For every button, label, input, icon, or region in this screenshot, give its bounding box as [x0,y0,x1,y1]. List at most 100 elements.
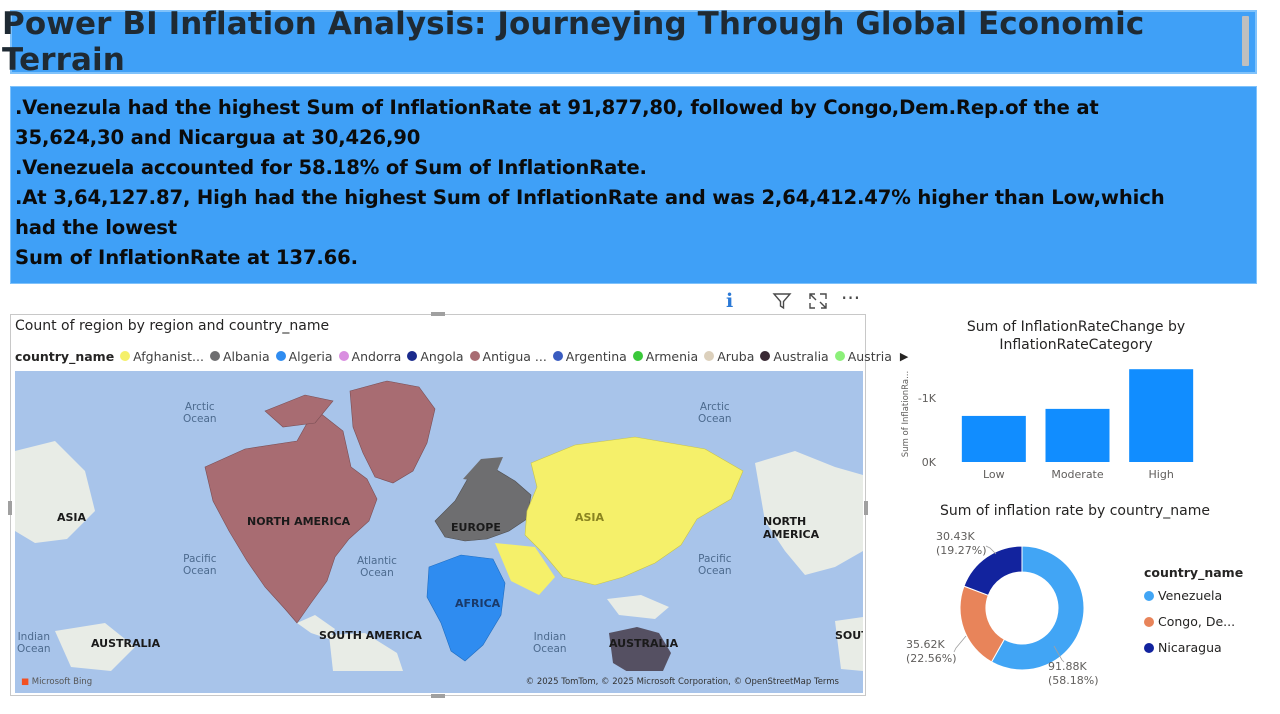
legend-label: Venezuela [1158,588,1223,603]
legend-dot [1144,642,1154,653]
land-bottom-right [835,617,863,671]
visual-header: i ··· [724,286,864,312]
legend-dot [834,351,845,361]
legend-label: Austria [847,348,892,364]
bing-logo: ■ Microsoft Bing [21,677,93,687]
legend-label: Australia [773,348,829,364]
legend-item[interactable]: Armenia [632,348,699,364]
africa [426,554,506,662]
region-label: ASIA [57,511,87,524]
legend-dot [760,351,771,361]
legend-label: Afghanist... [133,348,204,364]
map-title: Count of region by region and country_na… [15,318,330,334]
insights-textbox: .Venezula had the highest Sum of Inflati… [10,86,1257,284]
se-asia [607,595,669,619]
legend-dot [1144,616,1154,627]
arabia-india [495,543,555,595]
ocean-label: Arctic Ocean [698,401,732,425]
donut-legend-item[interactable]: Venezuela [1144,588,1243,603]
resize-handle[interactable] [431,312,445,316]
legend-item[interactable]: Afghanist... [120,349,204,364]
region-label: EUROPE [451,521,501,534]
insight-line: had the lowest [15,216,177,239]
legend-dot [275,351,286,361]
world-map [15,380,863,693]
legend-dot [552,351,563,361]
legend-dot [1144,590,1154,601]
slice-1[interactable] [959,585,1005,663]
ocean-label: Pacific Ocean [698,553,732,577]
bar-low[interactable] [961,415,1026,462]
region-label: AFRICA [455,597,501,610]
bar-chart[interactable]: Sum of InflationRa... -1K 0K Low Moderate Hig… [896,358,1226,488]
focus-mode-icon[interactable] [808,292,828,310]
resize-handle[interactable] [431,694,445,698]
bar-moderate[interactable] [1045,408,1110,462]
slice-0[interactable] [990,545,1085,671]
legend-next-icon[interactable]: ▶ [899,349,909,363]
info-icon[interactable]: i [726,290,734,312]
map-legend: country_name Afghanist... Albania Algeria A… [15,347,908,365]
donut-chart-title: Sum of inflation rate by country_name [940,503,1210,519]
y-axis-label: Sum of InflationRa... [901,371,911,457]
legend-label: Antigua ... [482,348,547,364]
asia [524,436,744,586]
insight-line: .At 3,64,127.87, High had the highest Su… [15,186,1165,209]
region-label: AUSTRALIA [91,637,161,650]
legend-item[interactable]: Angola [407,349,464,364]
title-banner: Power BI Inflation Analysis: Journeying … [2,6,1257,78]
land-bottom-left [55,623,135,671]
data-label-value: 30.43K [936,530,975,543]
donut-legend-item[interactable]: Nicaragua [1144,640,1243,655]
legend-item[interactable]: Albania [209,348,270,364]
legend-item[interactable]: Andorra [338,348,402,364]
y-tick-label: 0K [922,456,937,469]
legend-item[interactable]: Austria [834,348,892,364]
resize-handle[interactable] [864,501,868,515]
leader-line [953,635,967,653]
map-canvas[interactable]: Arctic Ocean Arctic Ocean Pacific Ocean Atl… [15,371,863,693]
greenland [349,380,436,484]
legend-label: Armenia [645,348,699,364]
bar-high[interactable] [1129,369,1194,462]
legend-item[interactable]: Argentina [552,348,627,364]
page-title: Power BI Inflation Analysis: Journeying … [2,6,1145,78]
scandinavia [463,457,503,481]
bar-chart-title: Sum of InflationRateChange by InflationR… [946,318,1206,354]
scrollbar-thumb[interactable] [1242,16,1249,66]
slice-2[interactable] [963,545,1023,596]
x-tick-label: High [1149,468,1174,481]
ocean-label: Atlantic Ocean [357,555,397,579]
map-visual[interactable]: Count of region by region and country_na… [8,312,908,698]
legend-dot [407,351,418,361]
ocean-label: Pacific Ocean [183,553,217,577]
legend-label: Nicaragua [1158,640,1222,655]
ocean-label: Arctic Ocean [183,401,217,425]
legend-item[interactable]: Australia [760,348,829,364]
donut-legend-title: country_name [1144,565,1244,580]
legend-label: Argentina [565,348,627,364]
map-attribution[interactable]: © 2025 TomTom, © 2025 Microsoft Corporat… [525,677,839,687]
bar-chart-title-line: InflationRateCategory [999,337,1153,353]
filter-icon[interactable] [772,292,792,310]
legend-label: Albania [222,348,270,364]
legend-item[interactable]: Antigua ... [469,348,547,364]
insight-line: Sum of InflationRate at 137.66. [15,246,358,269]
donut-legend-items: Venezuela Congo, De... Nicaragua [1144,588,1243,655]
region-label: NORTH AMERICA [247,515,351,528]
legend-items: Afghanist... Albania Algeria Andorra Angola A… [120,349,898,364]
legend-item[interactable]: Algeria [275,349,333,364]
region-label: SOUT [835,629,863,642]
legend-item[interactable]: Aruba [704,349,754,364]
donut-chart[interactable]: 91.88K(58.18%) 35.62K(22.56%) 30.43K(19.27… [896,524,1136,700]
legend-label: Andorra [351,348,402,364]
legend-dot [632,351,643,361]
leader-line [985,545,997,555]
more-options-icon[interactable]: ··· [841,286,861,310]
insight-line: 35,624,30 and Nicargua at 30,426,90 [15,126,421,149]
antarctic-left [15,671,863,693]
resize-handle[interactable] [8,501,12,515]
donut-legend-item[interactable]: Congo, De... [1144,614,1243,629]
data-label-percent: (19.27%) [936,544,987,557]
legend-dot [338,351,349,361]
